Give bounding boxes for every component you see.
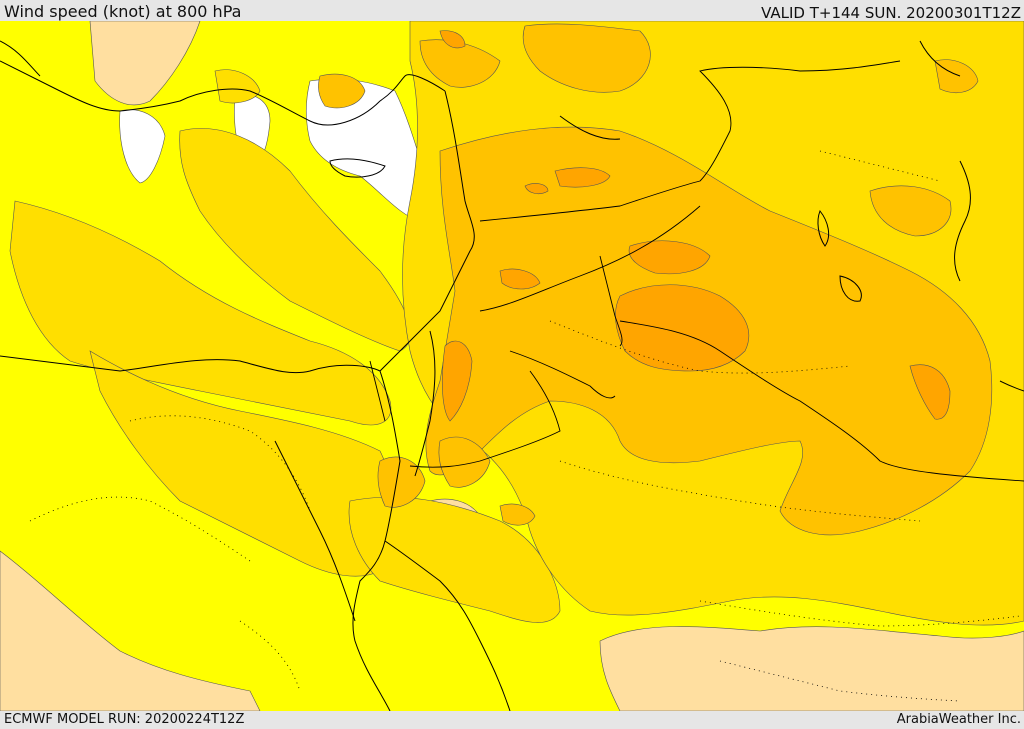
footer-bar: ECMWF MODEL RUN: 20200224T12Z ArabiaWeat… [0, 711, 1024, 729]
map-title: Wind speed (knot) at 800 hPa [4, 2, 242, 21]
credit-label: ArabiaWeather Inc. [896, 712, 1021, 727]
wind-band-very-strong [439, 30, 951, 422]
wind-band-calm-regions [119, 78, 437, 222]
coastlines [0, 40, 1024, 711]
wind-speed-map [0, 21, 1024, 711]
political-borders [369, 60, 1024, 482]
dotted-isolines [29, 150, 1021, 702]
valid-time-label: VALID T+144 SUN. 20200301T12Z [761, 4, 1021, 22]
header-bar: Wind speed (knot) at 800 hPa VALID T+144… [0, 0, 1024, 22]
model-run-label: ECMWF MODEL RUN: 20200224T12Z [4, 712, 245, 727]
